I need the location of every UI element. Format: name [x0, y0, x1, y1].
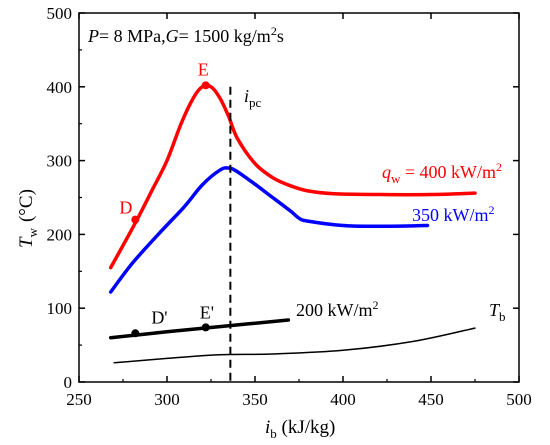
marker-point: [131, 215, 140, 224]
point-label: D': [151, 307, 167, 327]
y-tick-label: 200: [47, 225, 73, 244]
plot-frame: [78, 12, 520, 383]
x-tick-label: 400: [330, 390, 356, 409]
x-tick-label: 250: [66, 390, 92, 409]
x-tick-label: 500: [506, 390, 532, 409]
series-label-400: qw = 400 kW/m2: [382, 160, 502, 186]
x-axis-title: ib (kJ/kg): [265, 417, 335, 441]
point-label: E: [198, 59, 209, 79]
y-tick-label: 400: [47, 78, 73, 97]
y-tick-label: 500: [47, 4, 73, 23]
series-line-tb: [113, 327, 476, 364]
marker-point: [201, 81, 210, 90]
ipc-label: ipc: [244, 86, 262, 110]
x-tick-label: 300: [154, 390, 180, 409]
series-label-tb: Tb: [489, 300, 506, 324]
plot-lines: [108, 81, 477, 382]
y-axis-title: Tw(°C): [16, 189, 40, 248]
x-tick-label: 450: [418, 390, 444, 409]
marker-point: [201, 323, 210, 332]
series-label-350: 350 kW/m2: [412, 203, 495, 225]
y-tick-label: 100: [47, 299, 73, 318]
y-tick-label: 0: [64, 373, 73, 392]
axis-ticks: 250 300 350 400 450 500 0 100 200 300 400 500: [47, 4, 532, 409]
series-line-400: [108, 83, 477, 270]
point-label: D: [119, 198, 132, 218]
series-label-200: 200 kW/m2: [296, 298, 379, 320]
x-tick-label: 350: [242, 390, 268, 409]
y-tick-label: 300: [47, 152, 73, 171]
series-line-350: [108, 166, 430, 294]
conditions-label: P= 8 MPa,G= 1500 kg/m2s: [87, 24, 284, 46]
marker-point: [131, 329, 140, 338]
chart-labels: D E D' E': [119, 59, 214, 327]
point-label: E': [200, 302, 214, 322]
